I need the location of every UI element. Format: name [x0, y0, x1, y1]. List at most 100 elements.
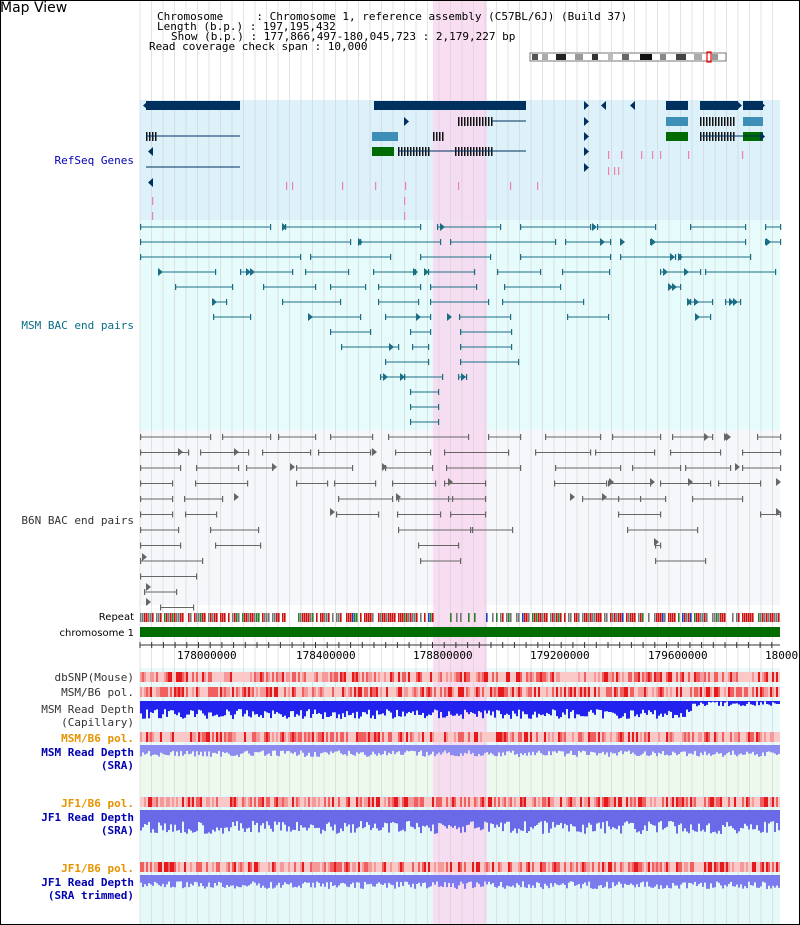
- b6n-bac-end-arrow[interactable]: [688, 478, 693, 486]
- track-label-msm-depth-sra[interactable]: MSM Read Depth: [41, 746, 134, 759]
- b6n-bac-end-arrow[interactable]: [650, 478, 655, 486]
- msm-bac-end-arrow[interactable]: [447, 313, 452, 321]
- b6n-bac-end-arrow[interactable]: [654, 538, 659, 546]
- msm-bac-end-arrow[interactable]: [389, 343, 394, 351]
- b6n-bac-end-arrow[interactable]: [735, 463, 740, 471]
- msm-bac-end-arrow[interactable]: [663, 268, 668, 276]
- b6n-bac-end-arrow[interactable]: [234, 448, 239, 456]
- b6n-bac-end-arrow[interactable]: [372, 448, 377, 456]
- msm-bac-end-arrow[interactable]: [733, 298, 738, 306]
- read-depth-bar: [622, 701, 624, 717]
- b6n-bac-end-arrow[interactable]: [382, 463, 387, 471]
- gene-block[interactable]: [372, 147, 394, 156]
- msm-bac-end-arrow[interactable]: [694, 298, 699, 306]
- b6n-bac-end-arrow[interactable]: [142, 553, 147, 561]
- b6n-bac-end-arrow[interactable]: [290, 463, 295, 471]
- msm-bac-end-arrow[interactable]: [282, 223, 287, 231]
- msm-bac-end-arrow[interactable]: [383, 373, 388, 381]
- msm-bac-end-arrow[interactable]: [158, 268, 163, 276]
- track-label-chromosome[interactable]: chromosome 1: [59, 628, 134, 639]
- b6n-bac-end-arrow[interactable]: [609, 478, 614, 486]
- msm-bac-end-arrow[interactable]: [729, 298, 734, 306]
- track-label-msm-pol-2[interactable]: MSM/B6 pol.: [61, 732, 134, 745]
- msm-bac-end-arrow[interactable]: [668, 283, 673, 291]
- polymorphism-cell: [460, 862, 462, 872]
- msm-bac-end-arrow[interactable]: [600, 238, 605, 246]
- b6n-bac-end-arrow[interactable]: [234, 493, 239, 501]
- b6n-bac-pair-end: [310, 449, 312, 456]
- track-label-repeat[interactable]: Repeat: [98, 612, 134, 623]
- polymorphism-cell: [772, 732, 774, 742]
- b6n-bac-end-arrow[interactable]: [726, 433, 731, 441]
- read-depth-bar: [648, 745, 650, 757]
- gene-block[interactable]: [666, 117, 688, 126]
- b6n-bac-end-arrow[interactable]: [448, 478, 453, 486]
- b6n-bac-end-arrow[interactable]: [776, 478, 781, 486]
- gene-block[interactable]: [372, 132, 398, 141]
- msm-bac-end-arrow[interactable]: [308, 313, 313, 321]
- msm-bac-end-arrow[interactable]: [670, 253, 675, 261]
- track-label-jf1-depth-trimmed[interactable]: JF1 Read Depth: [41, 876, 134, 889]
- polymorphism-cell: [694, 672, 696, 682]
- msm-bac-end-arrow[interactable]: [766, 238, 771, 246]
- track-label-refseq[interactable]: RefSeq Genes: [54, 154, 134, 167]
- read-depth-bar: [334, 701, 336, 713]
- msm-bac-end-arrow[interactable]: [620, 238, 625, 246]
- gene-block[interactable]: [666, 101, 688, 110]
- msm-bac-end-arrow[interactable]: [440, 223, 445, 231]
- msm-bac-end-arrow[interactable]: [416, 313, 421, 321]
- msm-bac-end-arrow[interactable]: [424, 268, 429, 276]
- gene-block[interactable]: [743, 101, 763, 110]
- track-label-jf1-pol-2[interactable]: JF1/B6 pol.: [61, 862, 134, 875]
- gene-block[interactable]: [743, 117, 763, 126]
- b6n-bac-end-arrow[interactable]: [776, 508, 781, 516]
- track-label-msm-depth-capillary[interactable]: MSM Read Depth: [41, 703, 134, 716]
- b6n-bac-end-arrow[interactable]: [146, 583, 151, 591]
- msm-bac-end-arrow[interactable]: [672, 283, 677, 291]
- chromosome-bar[interactable]: [140, 627, 780, 637]
- track-label-msm-pol-1[interactable]: MSM/B6 pol.: [61, 686, 134, 699]
- track-label-msm-bac[interactable]: MSM BAC end pairs: [21, 319, 134, 332]
- msm-bac-end-arrow[interactable]: [400, 373, 405, 381]
- msm-bac-end-arrow[interactable]: [678, 253, 683, 261]
- track-label-jf1-pol-1[interactable]: JF1/B6 pol.: [61, 797, 134, 810]
- msm-bac-end-arrow[interactable]: [651, 238, 656, 246]
- track-label-jf1-depth-sra[interactable]: JF1 Read Depth: [41, 811, 134, 824]
- polymorphism-cell: [672, 862, 674, 872]
- gene-block[interactable]: [374, 101, 526, 110]
- msm-bac-end-arrow[interactable]: [687, 298, 692, 306]
- polymorphism-cell: [436, 797, 438, 807]
- msm-bac-end-arrow[interactable]: [250, 268, 255, 276]
- b6n-bac-end-arrow[interactable]: [146, 598, 151, 606]
- b6n-bac-end-arrow[interactable]: [272, 463, 277, 471]
- msm-bac-end-arrow[interactable]: [246, 268, 251, 276]
- polymorphism-cell: [320, 672, 322, 682]
- msm-bac-end-arrow[interactable]: [212, 298, 217, 306]
- polymorphism-cell: [634, 797, 636, 807]
- repeat-element: [538, 613, 540, 622]
- msm-bac-end-arrow[interactable]: [358, 238, 363, 246]
- b6n-bac-end-arrow[interactable]: [396, 493, 401, 501]
- read-depth-bar: [628, 701, 630, 719]
- gene-block[interactable]: [146, 101, 240, 110]
- b6n-bac-end-arrow[interactable]: [178, 448, 183, 456]
- selected-region-highlight[interactable]: [433, 0, 487, 925]
- polymorphism-cell: [180, 732, 182, 742]
- b6n-bac-end-arrow[interactable]: [704, 433, 709, 441]
- msm-bac-end-arrow[interactable]: [461, 373, 466, 381]
- b6n-bac-end-arrow[interactable]: [570, 493, 575, 501]
- read-depth-bar: [700, 875, 702, 883]
- b6n-bac-end-arrow[interactable]: [330, 508, 335, 516]
- msm-bac-end-arrow[interactable]: [592, 223, 597, 231]
- b6n-bac-end-arrow[interactable]: [602, 493, 607, 501]
- msm-bac-end-arrow[interactable]: [695, 313, 700, 321]
- gene-block[interactable]: [700, 101, 738, 110]
- msm-bac-end-arrow[interactable]: [684, 268, 689, 276]
- msm-bac-end-arrow[interactable]: [413, 268, 418, 276]
- track-label-dbsnp[interactable]: dbSNP(Mouse): [54, 671, 134, 684]
- track-label-b6n-bac[interactable]: B6N BAC end pairs: [21, 514, 134, 527]
- gene-block[interactable]: [666, 132, 688, 141]
- repeat-element: [468, 613, 470, 622]
- b6n-bac-pair-end: [760, 480, 762, 487]
